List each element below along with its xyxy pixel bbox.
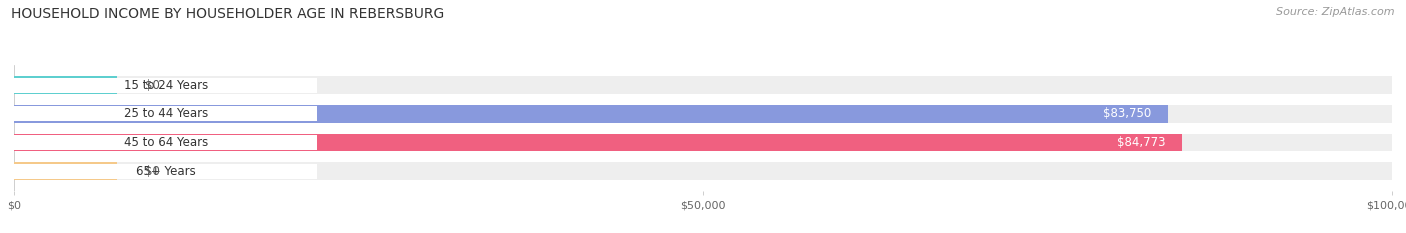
- Bar: [14, 76, 117, 94]
- Bar: [14, 76, 1392, 94]
- Text: Source: ZipAtlas.com: Source: ZipAtlas.com: [1277, 7, 1395, 17]
- Bar: [14, 105, 1168, 123]
- Text: $0: $0: [145, 164, 160, 178]
- Text: 15 to 24 Years: 15 to 24 Years: [124, 79, 208, 92]
- Bar: [14, 106, 318, 121]
- Text: 25 to 44 Years: 25 to 44 Years: [124, 107, 208, 120]
- Bar: [14, 134, 1182, 151]
- Bar: [14, 164, 318, 178]
- Bar: [14, 134, 1392, 151]
- Bar: [14, 162, 1392, 180]
- Text: $0: $0: [145, 79, 160, 92]
- Bar: [14, 135, 318, 150]
- Text: $83,750: $83,750: [1104, 107, 1152, 120]
- Text: $84,773: $84,773: [1118, 136, 1166, 149]
- Bar: [14, 162, 117, 180]
- Bar: [14, 78, 318, 93]
- Text: 65+ Years: 65+ Years: [136, 164, 195, 178]
- Bar: [14, 105, 1392, 123]
- Text: HOUSEHOLD INCOME BY HOUSEHOLDER AGE IN REBERSBURG: HOUSEHOLD INCOME BY HOUSEHOLDER AGE IN R…: [11, 7, 444, 21]
- Text: 45 to 64 Years: 45 to 64 Years: [124, 136, 208, 149]
